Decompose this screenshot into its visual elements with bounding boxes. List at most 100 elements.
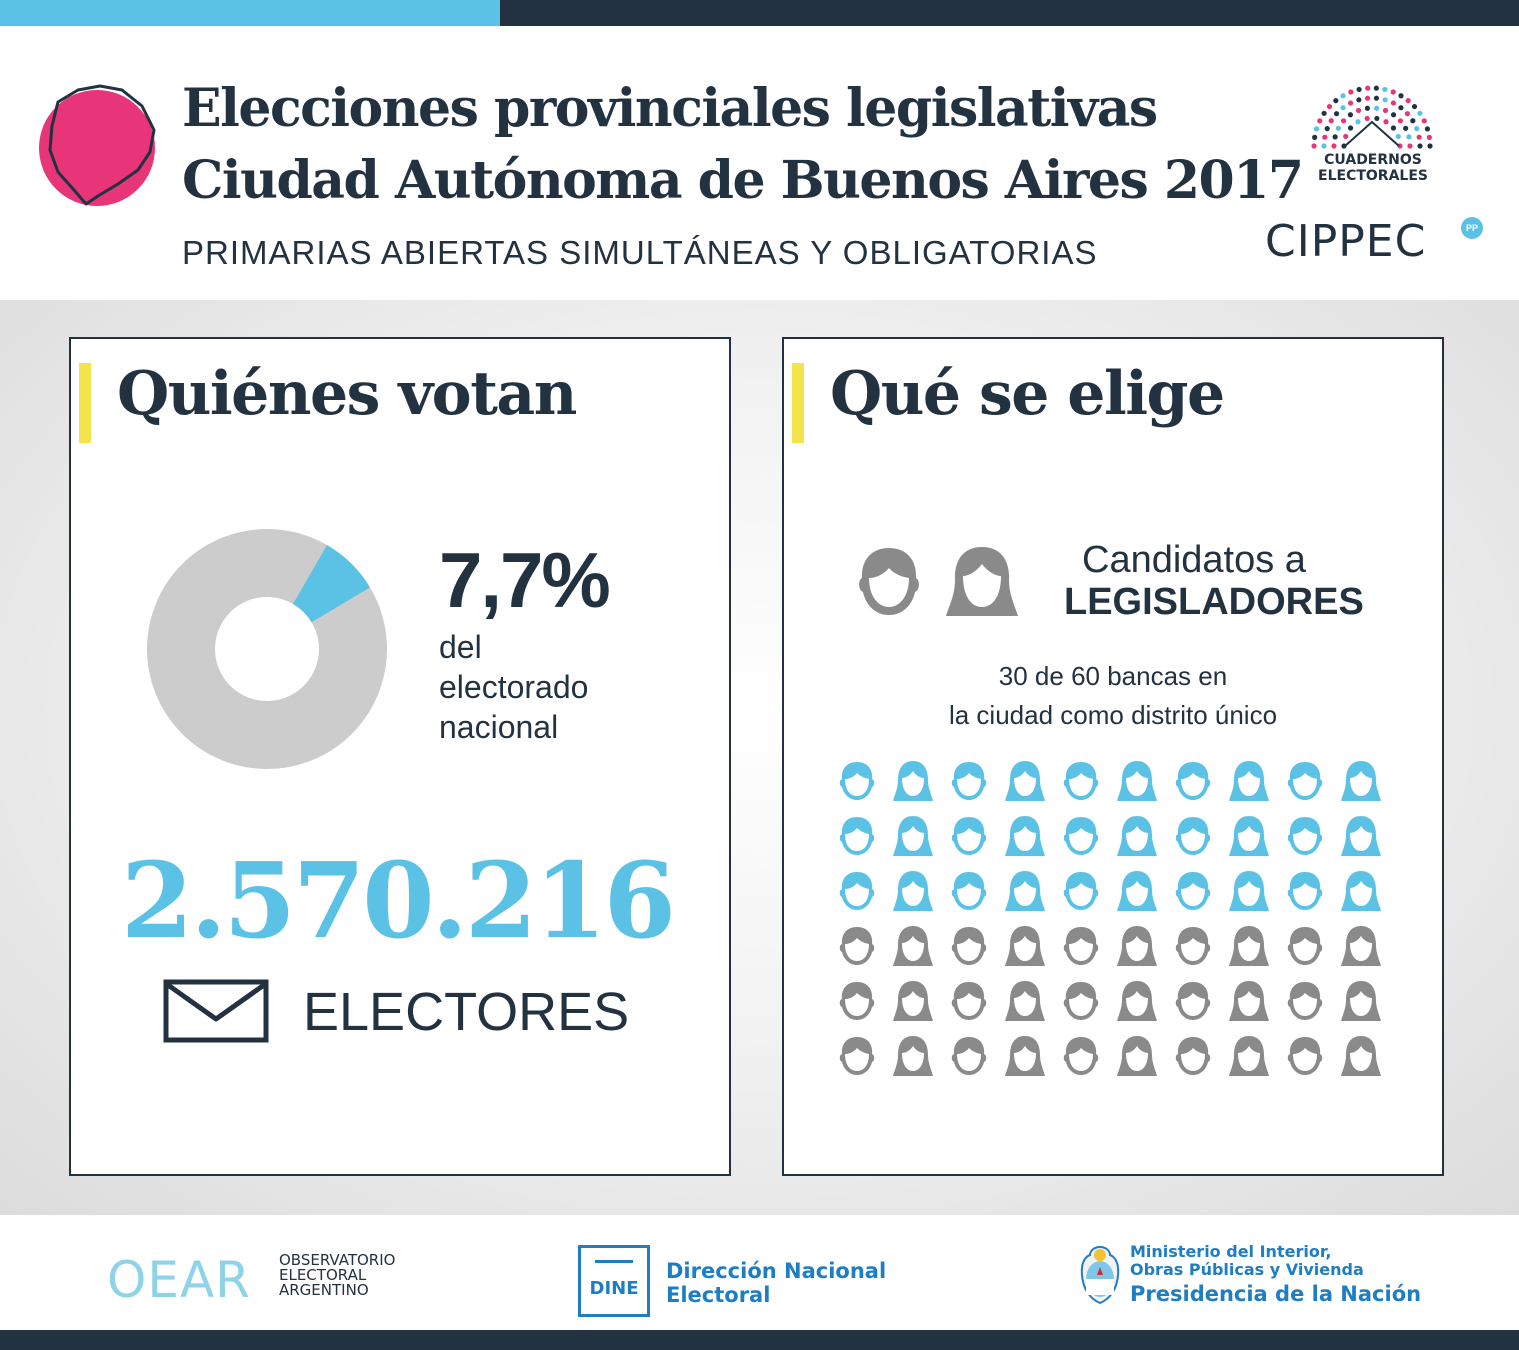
seat-not-elected-icon bbox=[951, 982, 987, 1020]
hemicycle-dot bbox=[1373, 95, 1380, 101]
seat-elected-icon bbox=[1063, 872, 1099, 910]
hemicycle-dot bbox=[1395, 133, 1401, 140]
page-title-line2: Ciudad Autónoma de Buenos Aires 2017 bbox=[182, 150, 1304, 211]
hemicycle-dot bbox=[1365, 85, 1371, 91]
hemicycle-dot bbox=[1424, 126, 1431, 132]
percent-desc-line: del bbox=[439, 629, 482, 665]
percent-value: 7,7% bbox=[439, 536, 611, 624]
hemicycle-dot bbox=[1390, 125, 1397, 131]
seat-not-elected-icon bbox=[1229, 926, 1269, 966]
hemicycle-dot bbox=[1348, 89, 1354, 95]
hemicycle-dot bbox=[1312, 134, 1318, 140]
hemicycle-dot bbox=[1373, 105, 1380, 111]
hemicycle-dot bbox=[1333, 98, 1339, 104]
hemicycle-dot bbox=[1322, 134, 1328, 140]
hemicycle-dot bbox=[1416, 134, 1422, 140]
hemicycle-dot bbox=[1405, 98, 1411, 104]
bancas-line: 30 de 60 bancas en bbox=[998, 661, 1228, 691]
hemicycle-dot bbox=[1382, 97, 1388, 103]
hemicycle-dot bbox=[1313, 126, 1320, 132]
seat-elected-icon bbox=[839, 872, 875, 910]
male-legislator-icon bbox=[859, 548, 919, 615]
seat-elected-icon bbox=[1063, 762, 1099, 800]
hemicycle-roof bbox=[1344, 120, 1400, 147]
seat-not-elected-icon bbox=[1341, 1036, 1381, 1076]
hemicycle-dot bbox=[1311, 143, 1317, 149]
hemicycle-dot bbox=[1417, 110, 1423, 116]
dine-logo-line bbox=[595, 1260, 633, 1263]
seat-elected-icon bbox=[951, 762, 987, 800]
hemicycle-dot bbox=[1390, 100, 1396, 106]
caba-map-logo bbox=[39, 84, 156, 206]
seat-not-elected-icon bbox=[893, 926, 933, 966]
seat-not-elected-icon bbox=[1175, 927, 1211, 965]
seat-not-elected-icon bbox=[1063, 927, 1099, 965]
seat-not-elected-icon bbox=[839, 982, 875, 1020]
seat-elected-icon bbox=[1117, 871, 1157, 911]
seat-not-elected-icon bbox=[893, 1036, 933, 1076]
hemicycle-dot bbox=[1414, 126, 1420, 132]
seat-elected-icon bbox=[1117, 816, 1157, 856]
hemicycle-dot bbox=[1321, 110, 1327, 116]
female-legislator-icon bbox=[946, 547, 1018, 616]
hemicycle-dot bbox=[1343, 133, 1349, 140]
hemicycle-dot bbox=[1321, 143, 1327, 149]
seat-not-elected-icon bbox=[839, 1037, 875, 1075]
page-subtitle: PRIMARIAS ABIERTAS SIMULTÁNEAS Y OBLIGAT… bbox=[182, 234, 1098, 271]
seat-elected-icon bbox=[1005, 816, 1045, 856]
bancas-description: 30 de 60 bancas en la ciudad como distri… bbox=[784, 657, 1442, 735]
seat-elected-icon bbox=[1287, 872, 1323, 910]
hemicycle-dot bbox=[1421, 118, 1427, 124]
seat-elected-icon bbox=[1287, 762, 1323, 800]
seat-not-elected-icon bbox=[1005, 1036, 1045, 1076]
hemicycle-dot bbox=[1356, 86, 1362, 93]
hemicycle-dot bbox=[1406, 134, 1412, 140]
percent-description: del electorado nacional bbox=[439, 627, 679, 747]
seat-not-elected-icon bbox=[1005, 926, 1045, 966]
top-bar bbox=[500, 0, 1519, 26]
oear-text: OBSERVATORIO ELECTORAL ARGENTINO bbox=[279, 1253, 395, 1298]
hemicycle-dot bbox=[1340, 118, 1347, 124]
hemicycle-dot bbox=[1383, 119, 1389, 125]
seat-not-elected-icon bbox=[1287, 1037, 1323, 1075]
cuadernos-line1: CUADERNOS bbox=[1324, 152, 1422, 168]
seat-elected-icon bbox=[893, 761, 933, 801]
seat-not-elected-icon bbox=[839, 927, 875, 965]
top-bar-accent bbox=[0, 0, 500, 26]
hemicycle-dot bbox=[1348, 100, 1354, 106]
envelope-icon bbox=[163, 979, 269, 1043]
seat-elected-icon bbox=[951, 872, 987, 910]
hemicycle-dot bbox=[1426, 134, 1432, 140]
card-accent-bar bbox=[79, 363, 91, 443]
seat-not-elected-icon bbox=[1229, 1036, 1269, 1076]
oear-mark: OEAR bbox=[107, 1251, 251, 1309]
hemicycle-dot bbox=[1347, 125, 1354, 131]
seat-elected-icon bbox=[893, 816, 933, 856]
seat-not-elected-icon bbox=[1287, 927, 1323, 965]
seat-not-elected-icon bbox=[1063, 1037, 1099, 1075]
seat-not-elected-icon bbox=[1063, 982, 1099, 1020]
candidatos-line2: LEGISLADORES bbox=[1064, 581, 1364, 623]
hemicycle-dot bbox=[1355, 119, 1361, 125]
seat-elected-icon bbox=[1229, 816, 1269, 856]
dine-line: Dirección Nacional bbox=[666, 1259, 887, 1283]
oear-line: OBSERVATORIO bbox=[279, 1251, 396, 1269]
cuadernos-electorales-text: CUADERNOS ELECTORALES bbox=[1293, 152, 1453, 184]
que-se-elige-card: Qué se elige Candidatos a LEGISLADORES 3… bbox=[782, 337, 1444, 1176]
hemicycle-dot bbox=[1340, 93, 1346, 99]
hemicycle-dot bbox=[1404, 111, 1411, 117]
quienes-votan-card: Quiénes votan 7,7% del electorado nacion… bbox=[69, 337, 731, 1176]
percent-desc-line: nacional bbox=[439, 709, 559, 745]
seats-pictogram bbox=[836, 759, 1396, 1079]
candidatos-line1: Candidatos a bbox=[1082, 539, 1306, 581]
hemicycle-dot bbox=[1397, 118, 1404, 124]
hemicycle-dot bbox=[1398, 93, 1404, 99]
ministerio-text: Ministerio del Interior, Obras Públicas … bbox=[1130, 1243, 1421, 1307]
seat-elected-icon bbox=[1229, 761, 1269, 801]
quienes-votan-title: Quiénes votan bbox=[117, 359, 577, 429]
hemicycle-dot bbox=[1364, 105, 1371, 111]
hemicycle-dot bbox=[1417, 143, 1423, 149]
seat-not-elected-icon bbox=[1117, 1036, 1157, 1076]
hemicycle-dot bbox=[1382, 86, 1388, 93]
seat-not-elected-icon bbox=[1117, 981, 1157, 1021]
